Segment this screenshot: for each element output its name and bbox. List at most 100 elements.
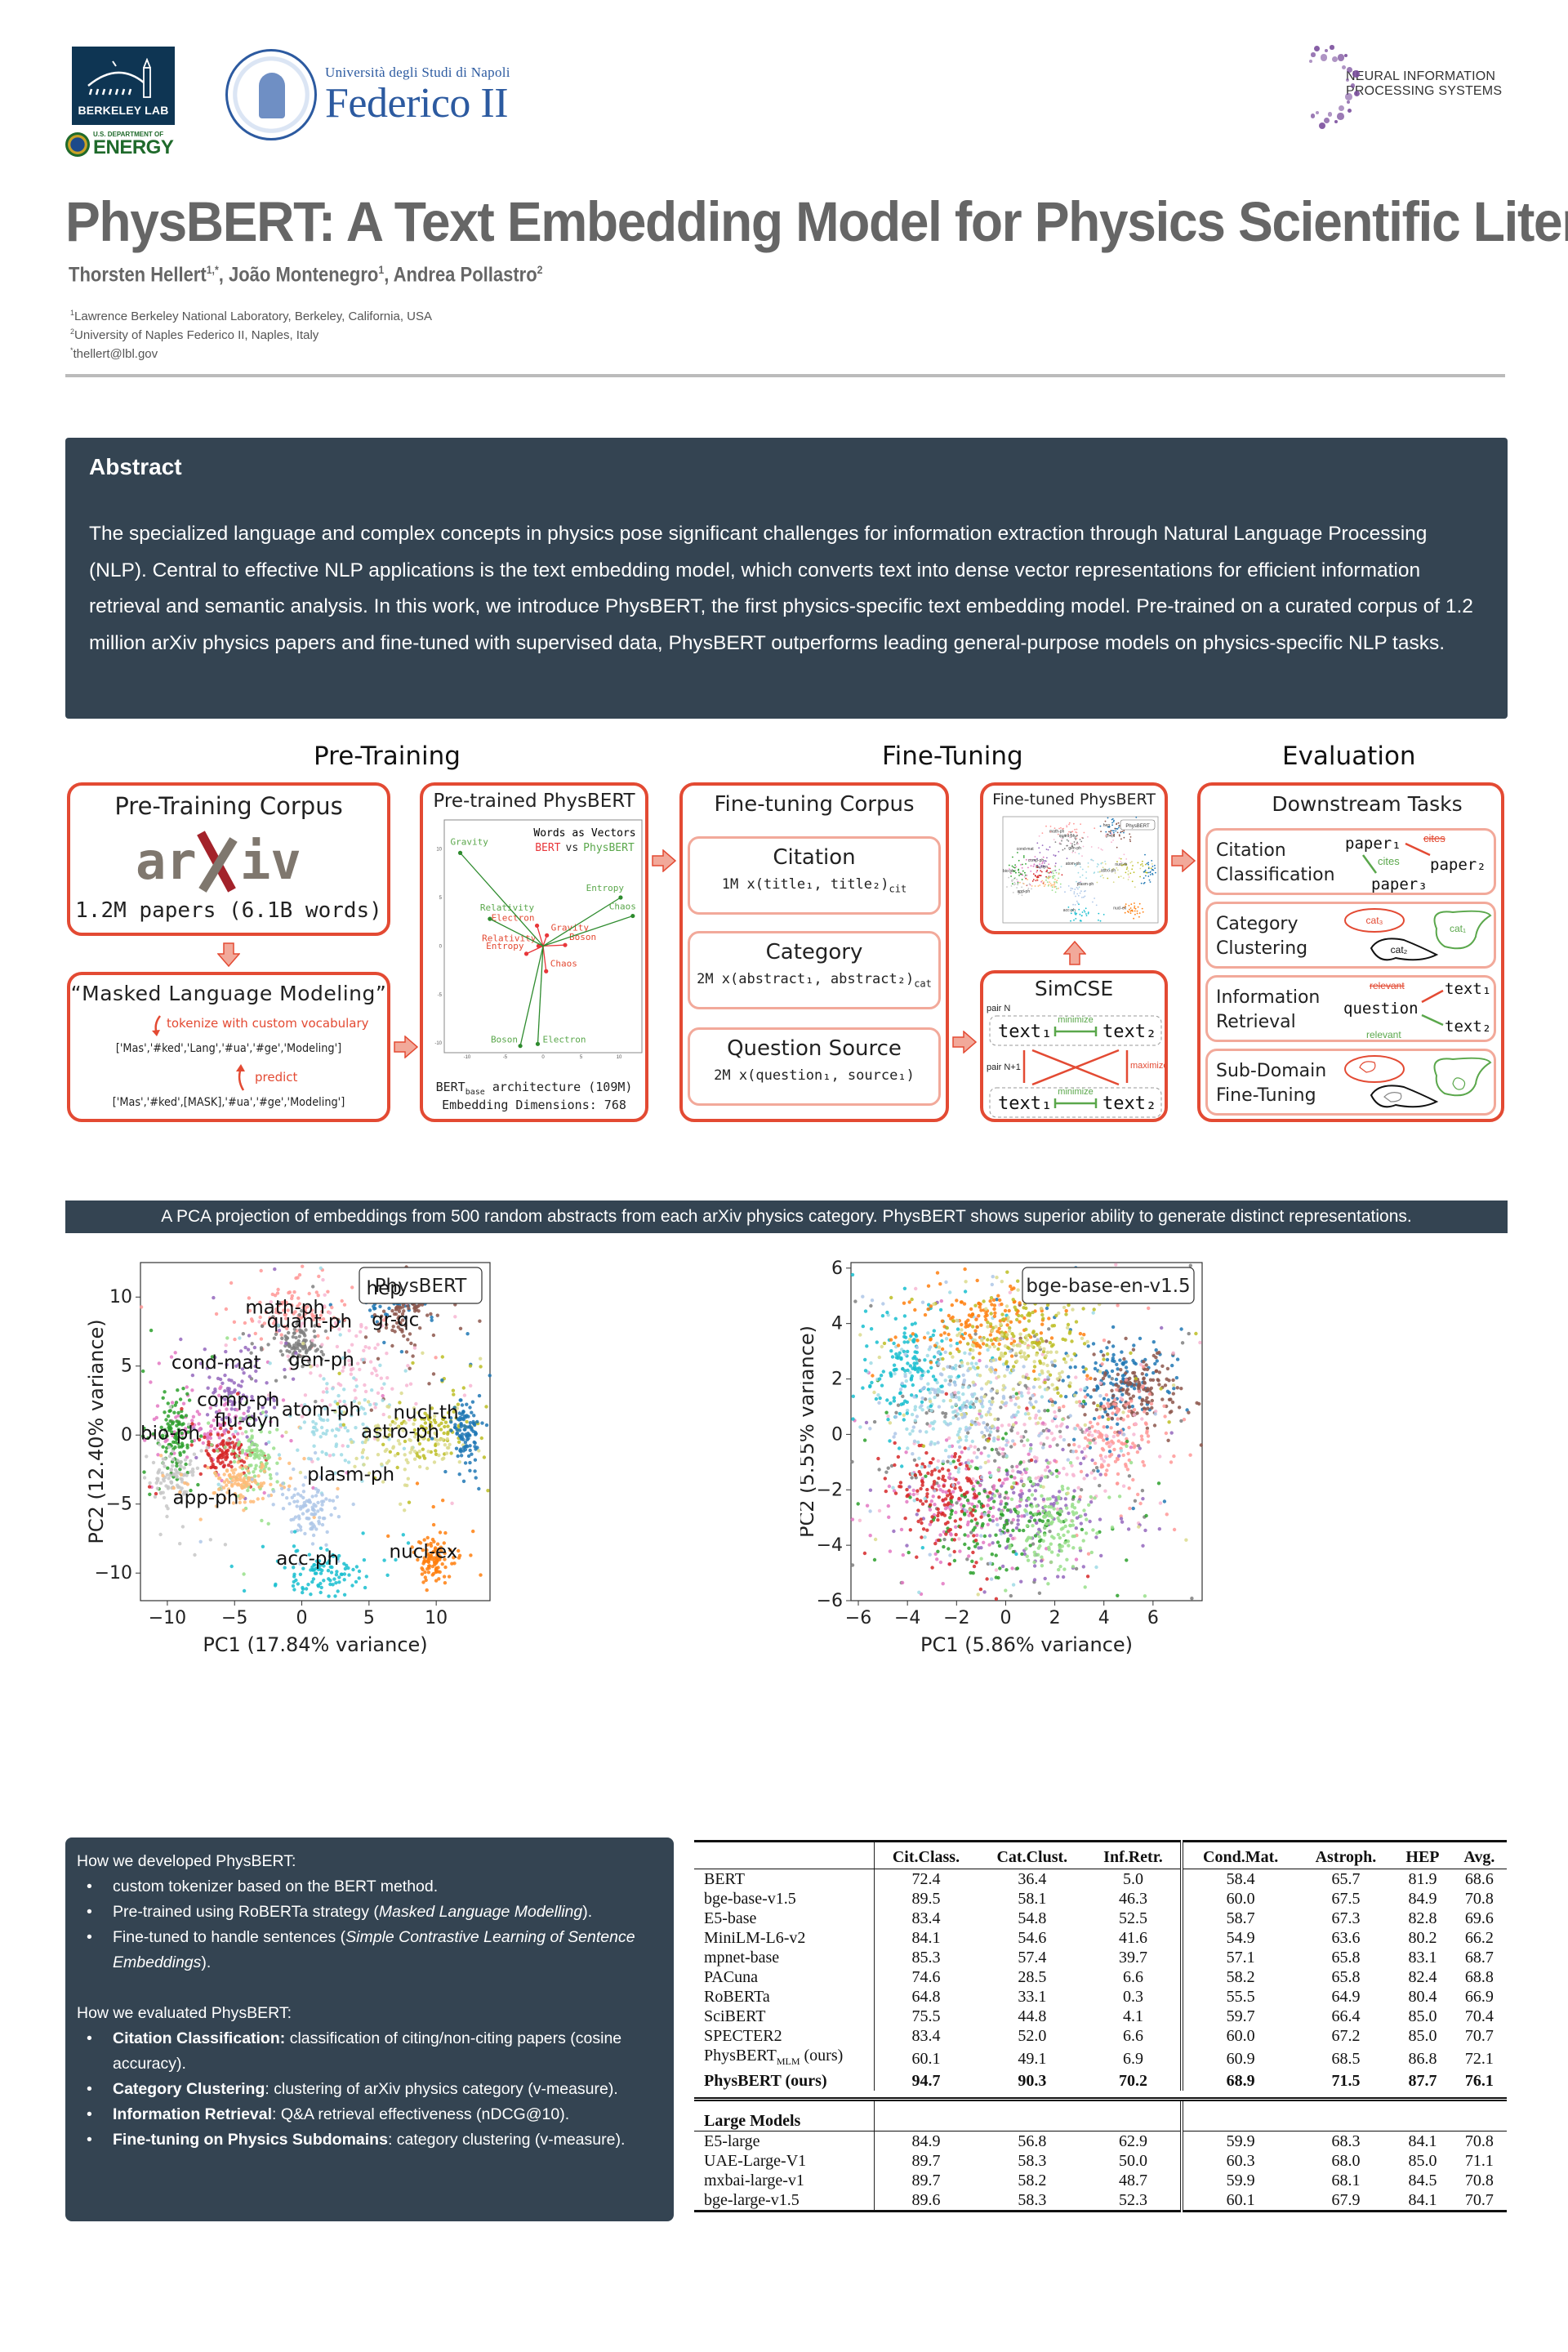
thumb-point <box>1129 862 1132 864</box>
scatter-point <box>1082 1333 1086 1337</box>
scatter-point <box>915 1463 919 1468</box>
scatter-point <box>1019 1498 1023 1502</box>
scatter-point <box>1032 1550 1036 1554</box>
scatter-point <box>288 1366 293 1371</box>
unina-seal-icon <box>225 49 317 140</box>
scatter-point <box>949 1512 953 1517</box>
scatter-point <box>1011 1298 1015 1302</box>
scatter-point <box>990 1496 994 1500</box>
scatter-point <box>397 1315 401 1319</box>
scatter-point <box>1107 1450 1112 1454</box>
scatter-point <box>850 1272 855 1277</box>
thumb-point <box>1085 871 1087 873</box>
scatter-point <box>1004 1490 1009 1494</box>
scatter-point <box>991 1487 996 1491</box>
scatter-point <box>269 1419 273 1424</box>
scatter-point <box>979 1451 983 1455</box>
thumb-point <box>1151 860 1153 862</box>
scatter-point <box>973 1445 977 1449</box>
scatter-point <box>1110 1416 1114 1420</box>
scatter-point <box>280 1492 285 1497</box>
thumb-point <box>1133 917 1134 920</box>
relevant-pos-label: relevant <box>1366 1029 1401 1040</box>
contact-email-line[interactable]: *thellert@lbl.gov <box>70 343 432 362</box>
contact-email[interactable]: thellert@lbl.gov <box>73 347 158 361</box>
scatter-point <box>1037 1591 1042 1595</box>
scatter-point <box>426 1430 430 1435</box>
scatter-point <box>911 1429 915 1433</box>
scatter-point <box>309 1521 313 1526</box>
scatter-point <box>1140 1437 1144 1441</box>
thumb-point <box>1055 871 1058 874</box>
thumb-point <box>1060 843 1062 845</box>
scatter-point <box>229 1460 233 1464</box>
neurips-dot <box>1324 49 1328 53</box>
scatter-point <box>1128 1506 1132 1511</box>
clustering-diagram: cat₃ cat₁ cat₂ <box>1344 908 1492 961</box>
scatter-point <box>274 1310 278 1314</box>
scatter-point <box>214 1504 219 1508</box>
scatter-point <box>276 1287 280 1292</box>
scatter-point <box>947 1472 952 1477</box>
scatter-point <box>290 1303 294 1307</box>
thumb-point <box>1049 846 1051 849</box>
thumb-point <box>1094 827 1096 830</box>
scatter-point <box>1106 1352 1110 1356</box>
scatter-point <box>953 1391 957 1395</box>
scatter-point <box>1072 1506 1077 1510</box>
scatter-point <box>1015 1566 1020 1570</box>
thumb-cluster-label: plasm-ph <box>1077 882 1094 887</box>
scatter-point <box>1096 1422 1100 1426</box>
scatter-point <box>924 1430 929 1434</box>
scatter-point <box>966 1534 970 1538</box>
scatter-point <box>922 1335 927 1340</box>
scatter-point <box>1058 1490 1062 1494</box>
legend-text: PhysBERT <box>375 1276 468 1297</box>
scatter-point <box>337 1414 341 1418</box>
task-information-retrieval: Information Retrieval question text₁ text… <box>1205 975 1496 1042</box>
scatter-point <box>412 1457 417 1461</box>
thumb-point <box>1125 871 1127 874</box>
scatter-point <box>1079 1521 1083 1526</box>
scatter-point <box>1064 1518 1068 1522</box>
thumb-point <box>1036 870 1039 871</box>
scatter-point <box>970 1513 975 1517</box>
scatter-point <box>944 1532 948 1536</box>
affiliation-line: 1Lawrence Berkeley National Laboratory, … <box>70 305 432 324</box>
thumb-point <box>1128 905 1130 906</box>
scatter-point <box>975 1521 979 1526</box>
scatter-point <box>470 1452 474 1456</box>
scatter-point <box>421 1580 425 1584</box>
scatter-point <box>1103 1454 1108 1459</box>
scatter-point <box>1040 1555 1044 1559</box>
scatter-point <box>313 1450 318 1455</box>
scatter-point <box>264 1462 268 1466</box>
relevant-arrow-icon <box>1421 1013 1444 1027</box>
scatter-point <box>917 1366 921 1370</box>
scatter-point <box>398 1401 402 1405</box>
scatter-point <box>142 1426 146 1431</box>
scatter-point <box>1163 1414 1167 1419</box>
scatter-point <box>330 1305 334 1310</box>
scatter-point <box>980 1524 984 1528</box>
scatter-point <box>290 1495 294 1499</box>
scatter-point <box>953 1452 957 1456</box>
scatter-point <box>408 1437 412 1442</box>
scatter-point <box>906 1368 910 1373</box>
scatter-point <box>1038 1361 1043 1365</box>
scatter-point <box>342 1317 346 1322</box>
scatter-point <box>180 1431 184 1436</box>
scatter-point <box>437 1453 441 1458</box>
scatter-point <box>271 1396 275 1400</box>
thumb-point <box>1149 874 1152 875</box>
scatter-point <box>1045 1306 1049 1311</box>
thumb-point <box>1055 881 1058 883</box>
scatter-point <box>884 1489 888 1494</box>
scatter-point <box>430 1318 434 1322</box>
scatter-point <box>1058 1394 1063 1398</box>
thumb-point <box>1080 920 1081 921</box>
scatter-point <box>347 1573 351 1577</box>
scatter-point <box>986 1348 990 1352</box>
scatter-point <box>240 1432 244 1436</box>
scatter-point <box>1094 1565 1098 1570</box>
